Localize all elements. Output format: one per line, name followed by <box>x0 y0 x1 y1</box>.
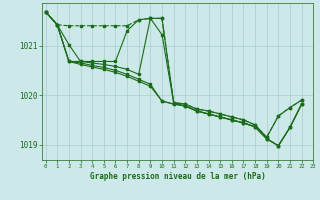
X-axis label: Graphe pression niveau de la mer (hPa): Graphe pression niveau de la mer (hPa) <box>90 172 266 181</box>
